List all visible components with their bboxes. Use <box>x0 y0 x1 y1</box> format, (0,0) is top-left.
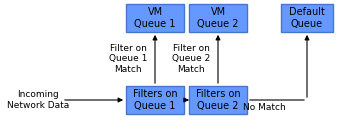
FancyBboxPatch shape <box>126 86 184 114</box>
FancyBboxPatch shape <box>126 4 184 32</box>
Text: Default
Queue: Default Queue <box>289 7 325 29</box>
Text: VM
Queue 2: VM Queue 2 <box>197 7 239 29</box>
Text: No Match: No Match <box>243 103 285 112</box>
Text: VM
Queue 1: VM Queue 1 <box>134 7 176 29</box>
FancyBboxPatch shape <box>189 4 247 32</box>
FancyBboxPatch shape <box>281 4 333 32</box>
Text: Filters on
Queue 2: Filters on Queue 2 <box>196 89 240 111</box>
FancyBboxPatch shape <box>189 86 247 114</box>
Text: Filter on
Queue 2
Match: Filter on Queue 2 Match <box>172 44 210 74</box>
Text: Incoming
Network Data: Incoming Network Data <box>7 90 69 110</box>
Text: Filters on
Queue 1: Filters on Queue 1 <box>133 89 177 111</box>
Text: Filter on
Queue 1
Match: Filter on Queue 1 Match <box>109 44 147 74</box>
